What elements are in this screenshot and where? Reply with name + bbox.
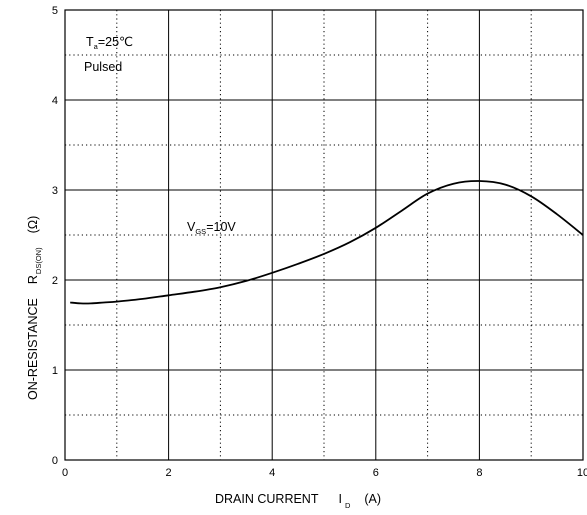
annotation-ta: Ta=25℃ bbox=[86, 35, 133, 51]
tick-labels: 0 2 4 6 8 10 0 1 2 3 4 5 bbox=[52, 5, 587, 479]
y-tick-label: 5 bbox=[52, 5, 58, 17]
y-tick-label: 4 bbox=[52, 95, 58, 107]
x-tick-label: 8 bbox=[476, 467, 482, 479]
series-line-rds-on bbox=[70, 180, 584, 305]
y-tick-label: 0 bbox=[52, 455, 58, 467]
grid-minor bbox=[65, 10, 583, 460]
x-tick-label: 6 bbox=[373, 467, 379, 479]
y-tick-label: 1 bbox=[52, 365, 58, 377]
y-tick-label: 3 bbox=[52, 185, 58, 197]
x-axis-label: DRAIN CURRENT I D (A) bbox=[215, 492, 381, 510]
x-tick-label: 10 bbox=[577, 467, 587, 479]
x-tick-label: 0 bbox=[62, 467, 68, 479]
x-tick-label: 2 bbox=[166, 467, 172, 479]
y-axis-label: ON-RESISTANCERDS(ON)(Ω) bbox=[26, 216, 43, 400]
grid-major bbox=[65, 10, 583, 460]
annotation-vgs: VGS=10V bbox=[187, 220, 236, 236]
x-tick-label: 4 bbox=[269, 467, 275, 479]
annotation-pulsed: Pulsed bbox=[84, 60, 122, 74]
y-tick-label: 2 bbox=[52, 275, 58, 287]
